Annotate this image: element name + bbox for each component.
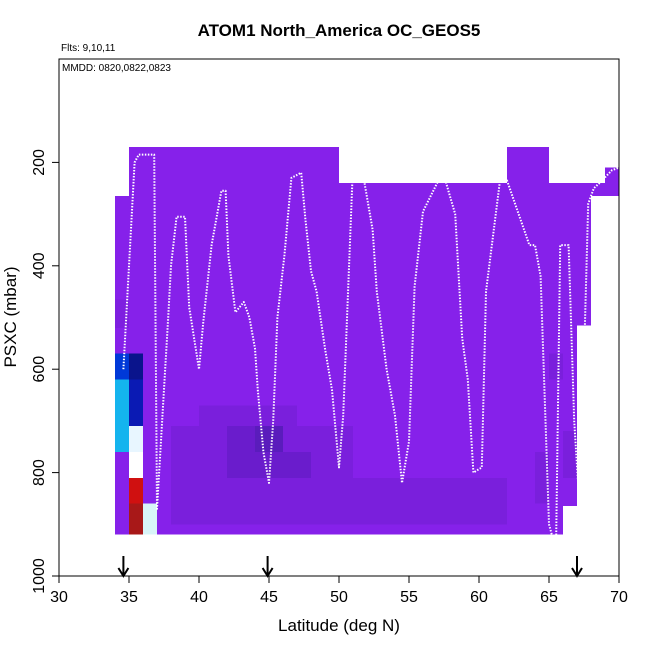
y-tick-label: 1000	[31, 558, 48, 594]
heatmap-cell	[577, 325, 591, 576]
y-axis: 200 400 600 800 1000	[31, 59, 60, 594]
flight-track	[122, 153, 620, 552]
flight-marker-arrowhead	[117, 567, 130, 578]
heatmap-cell	[535, 451, 549, 504]
x-tick-label: 35	[120, 589, 138, 606]
heatmap-cell	[143, 503, 157, 535]
heatmap-cell	[353, 477, 507, 525]
x-tick-label: 60	[470, 589, 488, 606]
heatmap-cell	[563, 506, 577, 576]
heatmap-cell	[129, 379, 143, 427]
heatmap-cell	[549, 534, 563, 576]
x-tick-label: 30	[50, 589, 68, 606]
x-axis-label: Latitude (deg N)	[278, 616, 400, 635]
x-tick-label: 50	[330, 589, 348, 606]
heatmap-cell	[563, 431, 577, 478]
flight-track-line	[122, 153, 620, 552]
heatmap-cell	[115, 379, 129, 452]
heatmap-cell	[255, 426, 283, 452]
dates-annotation: MMDD: 0820,0822,0823	[62, 63, 171, 74]
x-tick-label: 55	[400, 589, 418, 606]
y-tick-label: 600	[31, 356, 48, 383]
y-tick-label: 200	[31, 149, 48, 176]
heatmap-cell	[591, 196, 619, 576]
heatmap-cell	[115, 299, 129, 328]
heatmap-cell	[129, 451, 143, 478]
heatmap-cell	[549, 353, 563, 380]
heatmap-cell	[339, 146, 507, 184]
heatmap-cell	[283, 451, 311, 478]
y-axis-label: PSXC (mbar)	[1, 266, 20, 367]
heatmap-cell	[129, 477, 143, 504]
x-tick-label: 65	[540, 589, 558, 606]
y-tick-label: 800	[31, 459, 48, 486]
flights-annotation: Flts: 9,10,11	[61, 43, 116, 54]
heatmap-cell	[605, 167, 619, 197]
heatmap-cell	[129, 353, 143, 380]
x-axis: 30 35 40 45 50 55 60 65 70	[50, 575, 628, 606]
heatmap-cell	[129, 503, 143, 535]
heatmap-cells	[115, 146, 619, 576]
chart-title: ATOM1 North_America OC_GEOS5	[198, 21, 481, 40]
heatmap-cell	[535, 557, 549, 576]
flight-markers	[117, 556, 583, 578]
x-tick-label: 70	[610, 589, 628, 606]
heatmap-cell	[129, 426, 143, 452]
heatmap-cell	[115, 353, 129, 380]
flight-marker-arrowhead	[571, 567, 583, 578]
flight-marker-arrowhead	[261, 567, 274, 578]
x-tick-label: 40	[190, 589, 208, 606]
y-tick-label: 400	[31, 252, 48, 279]
x-tick-label: 45	[260, 589, 278, 606]
